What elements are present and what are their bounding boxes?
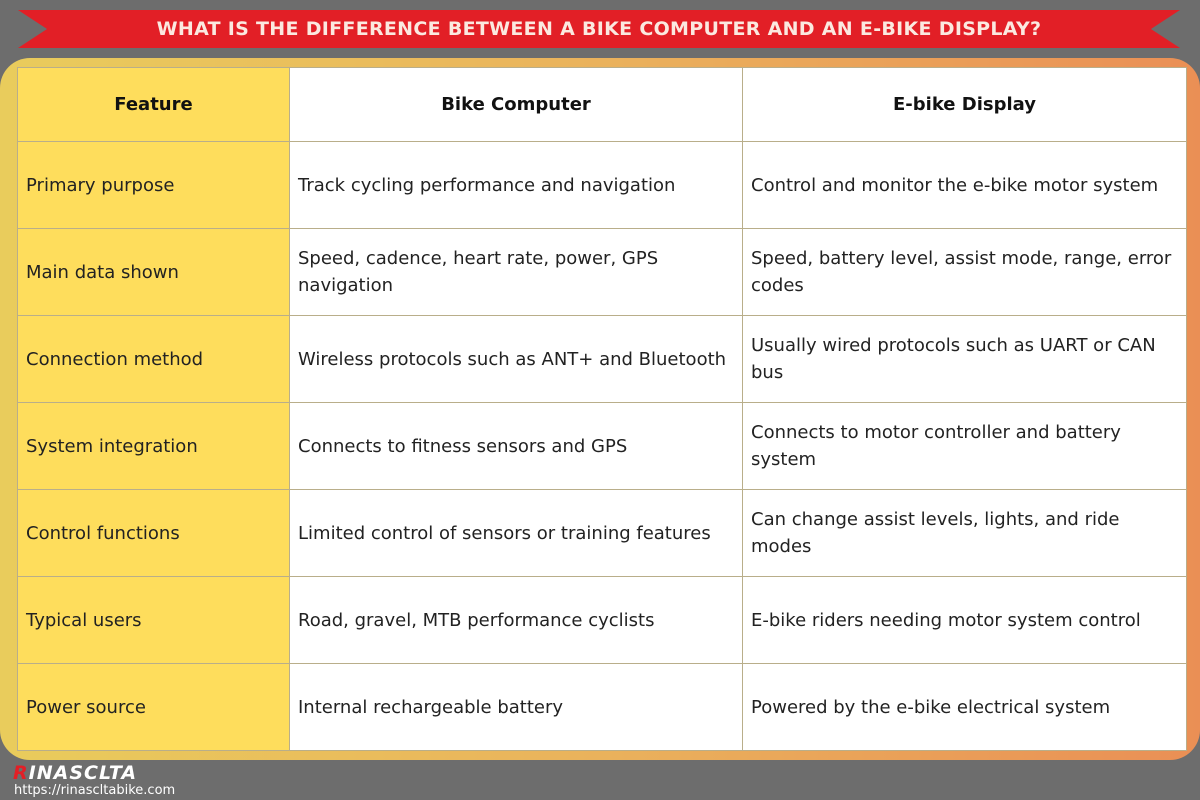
ebike-display-cell: Speed, battery level, assist mode, range… <box>742 228 1187 316</box>
header-ebike-display: E-bike Display <box>742 67 1187 142</box>
feature-cell: Primary purpose <box>17 141 290 229</box>
bike-computer-cell: Limited control of sensors or training f… <box>289 489 743 577</box>
table-row: Main data shown Speed, cadence, heart rat… <box>17 228 1187 316</box>
ebike-display-cell: Usually wired protocols such as UART or … <box>742 315 1187 403</box>
bike-computer-cell: Track cycling performance and navigation <box>289 141 743 229</box>
feature-cell: Power source <box>17 663 290 751</box>
table-header-row: Feature Bike Computer E-bike Display <box>17 67 1187 142</box>
feature-cell: Connection method <box>17 315 290 403</box>
page-title: WHAT IS THE DIFFERENCE BETWEEN A BIKE CO… <box>156 18 1042 40</box>
bike-computer-cell: Road, gravel, MTB performance cyclists <box>289 576 743 664</box>
ebike-display-cell: E-bike riders needing motor system contr… <box>742 576 1187 664</box>
feature-cell: System integration <box>17 402 290 490</box>
comparison-table: Feature Bike Computer E-bike Display Pri… <box>17 67 1187 751</box>
bike-computer-cell: Wireless protocols such as ANT+ and Blue… <box>289 315 743 403</box>
header-feature: Feature <box>17 67 290 142</box>
ebike-display-cell: Can change assist levels, lights, and ri… <box>742 489 1187 577</box>
title-banner: WHAT IS THE DIFFERENCE BETWEEN A BIKE CO… <box>18 10 1180 48</box>
ebike-display-cell: Control and monitor the e-bike motor sys… <box>742 141 1187 229</box>
bike-computer-cell: Speed, cadence, heart rate, power, GPS n… <box>289 228 743 316</box>
header-bike-computer: Bike Computer <box>289 67 743 142</box>
ebike-display-cell: Connects to motor controller and battery… <box>742 402 1187 490</box>
feature-cell: Main data shown <box>17 228 290 316</box>
feature-cell: Control functions <box>17 489 290 577</box>
bike-computer-cell: Connects to fitness sensors and GPS <box>289 402 743 490</box>
logo: RINASCLTA <box>13 762 138 784</box>
table-row: Power source Internal rechargeable batter… <box>17 663 1187 751</box>
table-row: Control functions Limited control of sens… <box>17 489 1187 577</box>
website-url: https://rinascltabike.com <box>14 783 176 798</box>
ebike-display-cell: Powered by the e-bike electrical system <box>742 663 1187 751</box>
table-row: System integration Connects to fitness se… <box>17 402 1187 490</box>
feature-cell: Typical users <box>17 576 290 664</box>
table-row: Typical users Road, gravel, MTB performan… <box>17 576 1187 664</box>
bike-computer-cell: Internal rechargeable battery <box>289 663 743 751</box>
table-row: Primary purpose Track cycling performance… <box>17 141 1187 229</box>
table-row: Connection method Wireless protocols such… <box>17 315 1187 403</box>
